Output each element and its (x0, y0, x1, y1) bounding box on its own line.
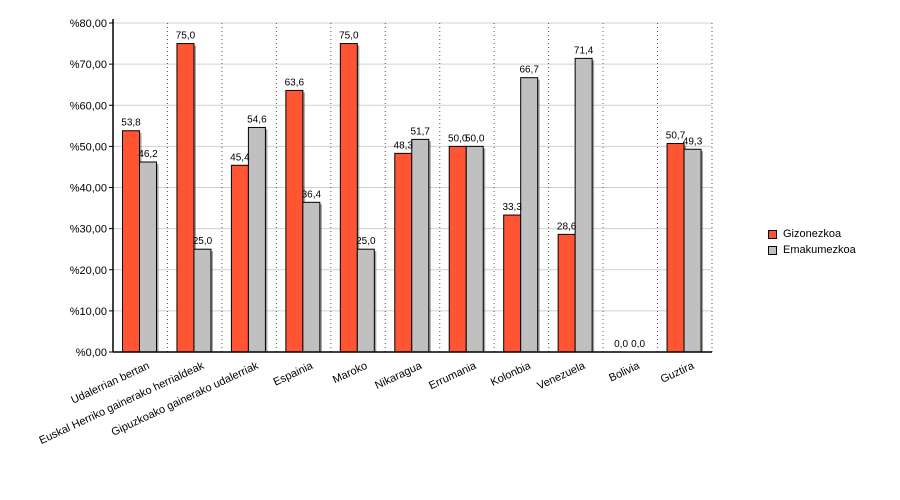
y-tick-label: %10,00 (70, 306, 107, 318)
bar (285, 89, 304, 353)
x-category-label: Maroko (331, 360, 369, 386)
data-label: 63,6 (285, 77, 305, 88)
bar (448, 145, 467, 353)
legend-swatch-gizonezkoa (768, 229, 777, 239)
data-label: 33,3 (502, 202, 522, 213)
y-tick-label: %70,00 (70, 59, 107, 71)
y-tick-label: %0,00 (76, 347, 107, 359)
data-label: 25,0 (356, 236, 376, 247)
data-label: 53,8 (121, 118, 141, 129)
bar (574, 57, 593, 353)
data-label: 51,7 (411, 126, 431, 137)
bar (503, 214, 522, 353)
bar (394, 152, 413, 353)
bar (411, 138, 430, 353)
x-category-label: Nikaragua (373, 359, 424, 391)
x-category-label: Espainia (272, 359, 316, 388)
bar (356, 248, 375, 353)
data-label: 45,4 (230, 152, 250, 163)
bar (139, 161, 157, 353)
data-label: 25,0 (193, 236, 213, 247)
y-tick-label: %80,00 (70, 18, 107, 30)
data-label: 36,4 (302, 189, 322, 200)
data-label: 0,0 (614, 339, 628, 350)
x-category-label: Venezuela (535, 359, 587, 392)
bar (193, 248, 212, 353)
bar (683, 148, 702, 353)
data-label: 46,2 (138, 149, 158, 160)
chart-labels: 53,8 75,0 45,4 63,6 75,0 48,3 50,0 33,3 28,6 0,0 5… (121, 31, 702, 350)
chart-legend: Gizonezkoa Emakumezkoa (768, 226, 856, 258)
legend-item-gizonezkoa: Gizonezkoa (768, 226, 856, 242)
bar (339, 43, 358, 353)
data-label: 28,6 (557, 221, 577, 232)
bar (302, 201, 321, 353)
legend-label-gizonezkoa: Gizonezkoa (783, 228, 842, 240)
bar (230, 164, 249, 353)
x-category-label: Kolonbia (489, 359, 534, 388)
data-label: 0,0 (631, 339, 645, 350)
bar (666, 142, 685, 353)
data-label: 50,7 (666, 130, 686, 141)
data-label: 50,0 (465, 133, 485, 144)
x-category-label: Errumania (427, 359, 479, 392)
bar (520, 77, 539, 353)
data-label: 66,7 (519, 65, 539, 76)
data-label: 71,4 (574, 45, 594, 56)
bar (176, 43, 195, 353)
data-label: 50,0 (448, 133, 468, 144)
legend-swatch-emakumezkoa (768, 245, 777, 255)
y-tick-label: %20,00 (70, 265, 107, 277)
x-category-label: Guztira (659, 359, 697, 385)
y-tick-label: %40,00 (70, 183, 107, 195)
x-category-label: Bolivia (607, 359, 642, 384)
y-tick-label: %60,00 (70, 100, 107, 112)
bar (247, 126, 266, 353)
data-label: 54,6 (247, 114, 267, 125)
legend-item-emakumezkoa: Emakumezkoa (768, 242, 856, 258)
chart-bars (122, 43, 704, 353)
bar (557, 233, 576, 353)
legend-label-emakumezkoa: Emakumezkoa (783, 244, 856, 256)
data-label: 48,3 (394, 140, 414, 151)
bar (122, 130, 140, 353)
bar (465, 145, 484, 353)
y-tick-label: %50,00 (70, 141, 107, 153)
y-tick-label: %30,00 (70, 224, 107, 236)
data-label: 49,3 (683, 136, 703, 147)
data-label: 75,0 (176, 31, 196, 42)
data-label: 75,0 (339, 31, 359, 42)
